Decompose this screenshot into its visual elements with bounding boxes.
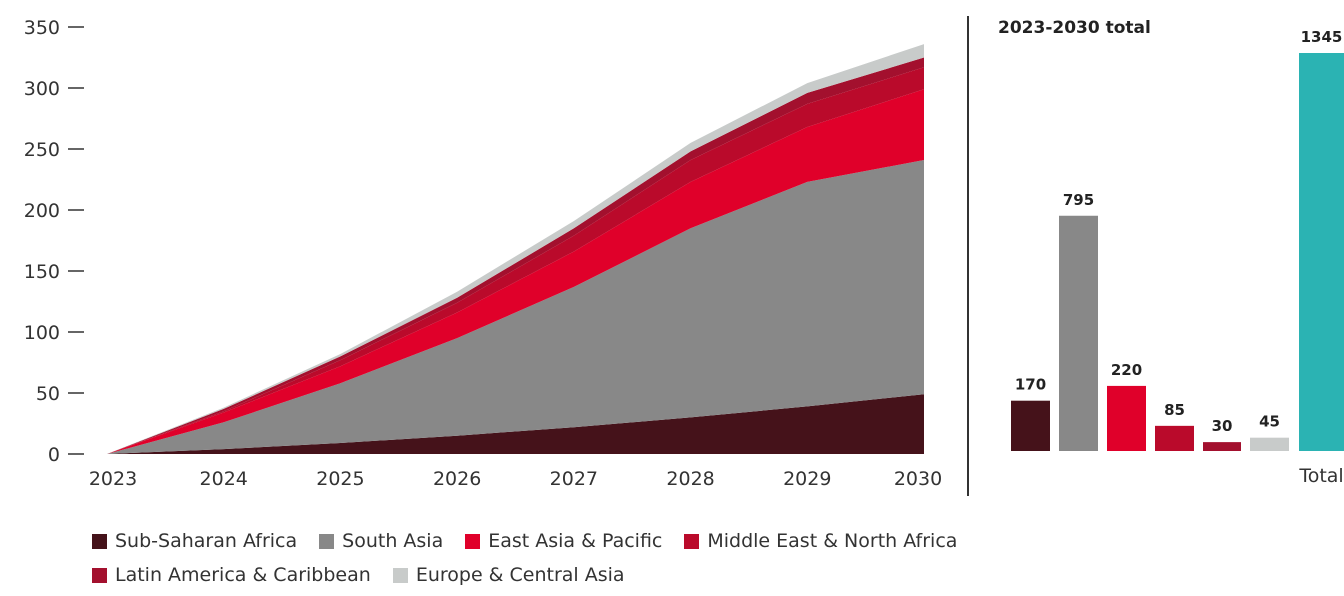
bar-category-label: Total <box>1298 465 1343 487</box>
legend-item-sub-saharan-africa: Sub-Saharan Africa <box>92 530 297 552</box>
x-tick-label: 2026 <box>433 468 481 490</box>
x-tick-label: 2027 <box>550 468 598 490</box>
legend: Sub-Saharan Africa South Asia East Asia … <box>92 528 1192 596</box>
legend-row: Latin America & Caribbean Europe & Centr… <box>92 562 1192 588</box>
area-series-south-asia <box>107 160 924 454</box>
y-tick-label: 150 <box>24 261 60 283</box>
legend-swatch-middle-east-north-africa <box>684 533 700 549</box>
x-tick-label: 2025 <box>316 468 364 490</box>
legend-label: East Asia & Pacific <box>488 530 663 552</box>
bar-latin-america-caribbean <box>1203 442 1241 451</box>
legend-swatch-sub-saharan-africa <box>92 533 107 549</box>
y-tick-label: 200 <box>24 200 60 222</box>
bar-value-label: 45 <box>1259 413 1280 431</box>
area-series-sub-saharan-africa <box>107 394 924 454</box>
legend-swatch-east-asia-pacific <box>465 533 481 549</box>
legend-item-middle-east-north-africa: Middle East & North Africa <box>684 530 957 552</box>
y-tick-label: 100 <box>24 322 60 344</box>
bar-value-label: 220 <box>1111 361 1142 379</box>
legend-swatch-latin-america-caribbean <box>92 567 107 583</box>
x-tick-label: 2023 <box>89 468 137 490</box>
legend-label: Middle East & North Africa <box>707 530 958 552</box>
x-tick-label: 2024 <box>200 468 248 490</box>
legend-item-europe-central-asia: Europe & Central Asia <box>392 564 625 586</box>
legend-label: Europe & Central Asia <box>415 564 625 586</box>
stacked-area-layers <box>107 44 924 455</box>
x-tick-label: 2029 <box>783 468 831 490</box>
legend-item-south-asia: South Asia <box>319 530 443 552</box>
bar-value-label: 85 <box>1164 401 1185 419</box>
bar-south-asia <box>1059 215 1098 451</box>
bar-value-label: 795 <box>1063 191 1094 209</box>
bar-panel-title: 2023-2030 total <box>998 18 1151 38</box>
y-tick-label: 300 <box>24 78 60 100</box>
y-tick-label: 0 <box>48 444 60 466</box>
bar-value-label: 30 <box>1212 417 1233 435</box>
legend-label: Sub-Saharan Africa <box>115 530 298 552</box>
bar-europe-central-asia <box>1250 437 1289 451</box>
x-tick-label: 2030 <box>894 468 942 490</box>
bar-value-label: 170 <box>1015 376 1046 394</box>
y-tick-label: 50 <box>36 383 60 405</box>
total-bar-chart: 170 795 220 85 30 45 1345 Total <box>1011 28 1344 487</box>
legend-label: Latin America & Caribbean <box>115 564 371 586</box>
y-tick-label: 250 <box>24 139 60 161</box>
x-tick-label: 2028 <box>666 468 714 490</box>
area-series-middle-east-north-africa <box>107 67 924 455</box>
y-tick-label: 350 <box>24 17 60 39</box>
legend-item-east-asia-pacific: East Asia & Pacific <box>465 530 662 552</box>
legend-item-latin-america-caribbean: Latin America & Caribbean <box>92 564 371 586</box>
bar-value-label: 1345 <box>1301 28 1343 46</box>
legend-swatch-south-asia <box>319 533 335 549</box>
legend-label: South Asia <box>342 530 444 552</box>
legend-row: Sub-Saharan Africa South Asia East Asia … <box>92 528 1192 554</box>
bar-sub-saharan-africa <box>1011 400 1050 451</box>
bar-total <box>1299 53 1344 451</box>
bar-east-asia-pacific <box>1107 385 1146 451</box>
area-chart-axes: 0 50 100 150 200 250 300 350 2023 2024 2025 2026 202… <box>24 17 942 490</box>
bar-middle-east-north-africa <box>1155 425 1194 451</box>
area-series-east-asia-pacific <box>107 89 924 454</box>
legend-swatch-europe-central-asia <box>392 567 408 583</box>
